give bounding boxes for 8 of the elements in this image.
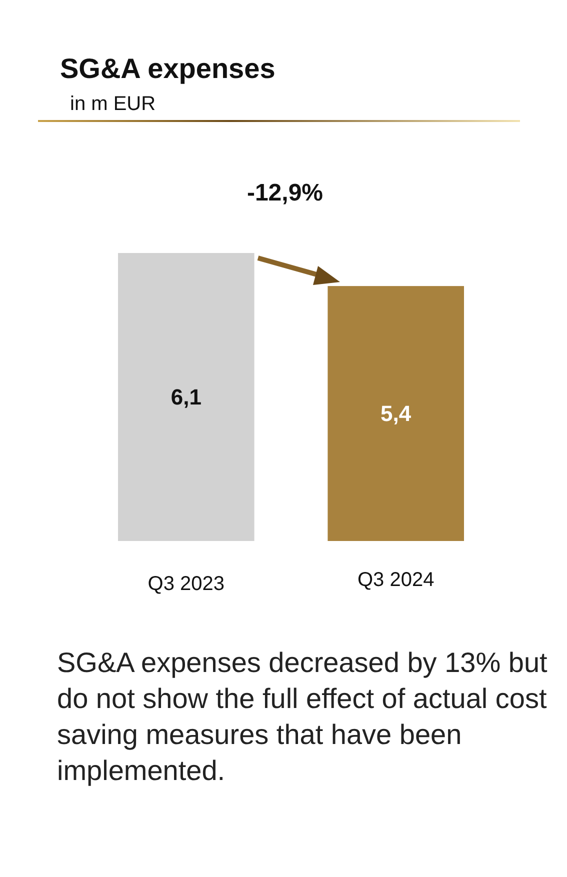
chart-title: SG&A expenses — [60, 53, 276, 84]
x-tick-label: Q3 2023 — [148, 573, 225, 595]
text: SG&A expenses decreased by 13% but do not show the full effect of actual cost saving measures that have been implemented. — [57, 646, 548, 788]
chart-subtitle: in m EUR — [70, 93, 156, 115]
text: -12,9% — [246, 179, 324, 206]
data-label: 5,4 — [380, 401, 412, 426]
data-label: 6,1 — [170, 384, 202, 410]
x-tick-label: Q3 2024 — [357, 569, 434, 591]
